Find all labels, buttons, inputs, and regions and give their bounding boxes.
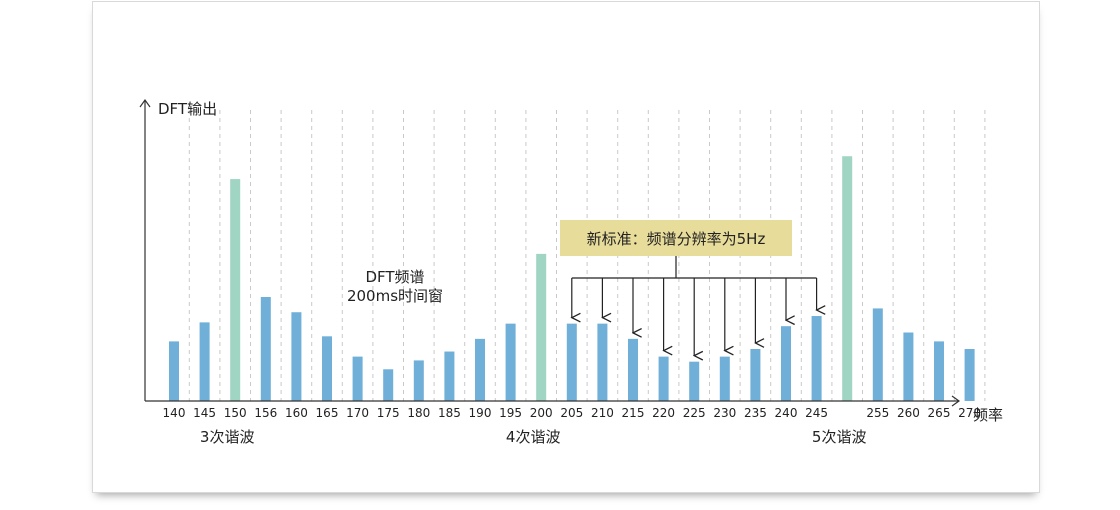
tick-label-195: 195: [499, 406, 522, 420]
tick-label-180: 180: [407, 406, 430, 420]
tick-label-160: 160: [285, 406, 308, 420]
bar-195: [505, 323, 516, 401]
tick-label-235: 235: [744, 406, 767, 420]
bar-210: [597, 323, 608, 401]
bar-230: [719, 356, 730, 401]
tick-label-190: 190: [469, 406, 492, 420]
bar-175: [383, 369, 394, 401]
bar-215: [628, 338, 638, 401]
tick-label-265: 265: [928, 406, 951, 420]
bar-190: [475, 338, 485, 401]
x-axis-arrow: [951, 395, 961, 407]
bar-165: [322, 336, 332, 401]
dft-annotation-line: 200ms时间窗: [347, 287, 443, 305]
x-axis-label: 频率: [973, 406, 1003, 424]
tick-label-230: 230: [713, 406, 736, 420]
harmonic-label: 4次谐波: [506, 428, 561, 446]
bar-260: [903, 332, 914, 401]
tick-label-165: 165: [316, 406, 339, 420]
tick-label-145: 145: [193, 406, 216, 420]
tick-label-215: 215: [622, 406, 645, 420]
harmonic-label: 5次谐波: [812, 428, 867, 446]
y-axis-label: DFT输出: [158, 100, 217, 118]
tick-label-270: 270: [958, 406, 981, 420]
bar-harmonic-250: [842, 156, 853, 401]
tick-label-260: 260: [897, 406, 920, 420]
bar-270: [964, 349, 975, 401]
bar-140: [169, 341, 179, 401]
bar-170: [352, 356, 363, 401]
dft-annotation-line: DFT频谱: [365, 268, 424, 286]
bar-185: [444, 351, 455, 401]
callout-text: 新标准：频谱分辨率为5Hz: [587, 230, 766, 248]
bar-156: [260, 297, 271, 401]
callout-box: [560, 220, 792, 256]
bar-180: [413, 360, 424, 401]
tick-label-170: 170: [346, 406, 369, 420]
bar-145: [199, 322, 210, 401]
tick-label-150: 150: [224, 406, 247, 420]
bar-205: [566, 323, 577, 401]
tick-label-156: 156: [254, 406, 277, 420]
tick-label-220: 220: [652, 406, 675, 420]
tick-label-245: 245: [805, 406, 828, 420]
bar-240: [781, 326, 791, 401]
tick-label-210: 210: [591, 406, 614, 420]
tick-label-255: 255: [866, 406, 889, 420]
chart-card: DFT输出频率 140 145 150 156 160 165 170 175 180 185 190…: [92, 1, 1040, 493]
tick-label-225: 225: [683, 406, 706, 420]
bar-harmonic-150: [230, 179, 241, 401]
bar-265: [934, 341, 944, 401]
tick-label-185: 185: [438, 406, 461, 420]
bar-160: [291, 312, 302, 401]
tick-label-200: 200: [530, 406, 553, 420]
tick-label-240: 240: [775, 406, 798, 420]
bar-225: [689, 361, 700, 401]
bar-255: [872, 308, 883, 401]
harmonic-label: 3次谐波: [200, 428, 255, 446]
y-axis-arrow: [139, 98, 151, 108]
bar-235: [750, 349, 761, 401]
bar-245: [811, 316, 822, 401]
tick-label-175: 175: [377, 406, 400, 420]
bar-220: [658, 356, 669, 401]
tick-label-205: 205: [560, 406, 583, 420]
tick-label-140: 140: [163, 406, 186, 420]
bar-harmonic-200: [536, 253, 547, 401]
